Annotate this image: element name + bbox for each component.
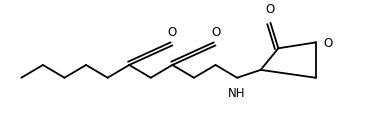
Text: NH: NH <box>228 86 246 99</box>
Text: O: O <box>168 25 177 38</box>
Text: O: O <box>323 37 333 49</box>
Text: O: O <box>266 3 275 16</box>
Text: O: O <box>211 25 220 38</box>
